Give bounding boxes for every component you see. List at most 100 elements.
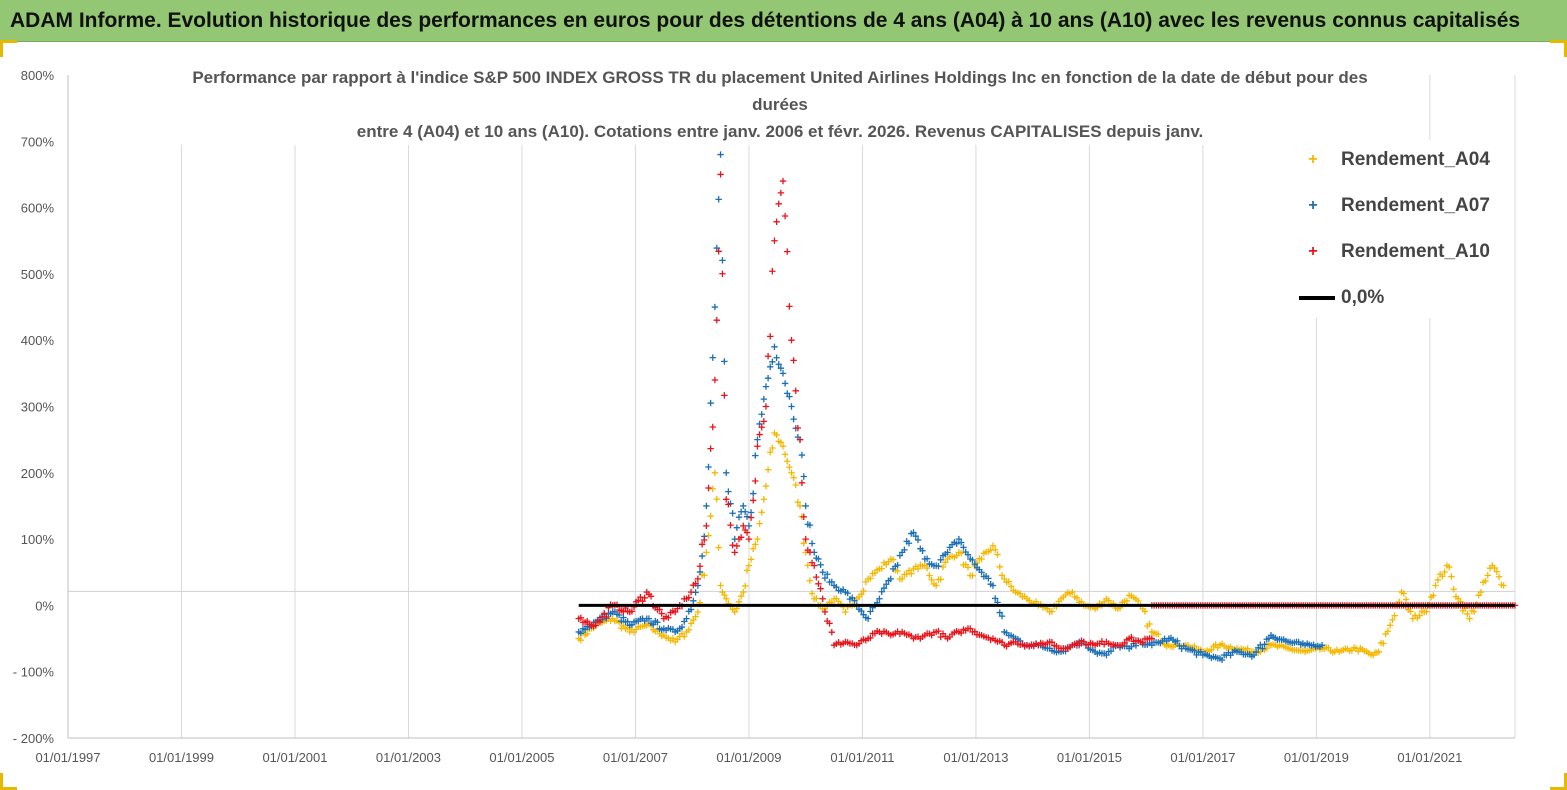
data-point xyxy=(717,171,724,178)
data-point xyxy=(1416,612,1423,619)
data-point xyxy=(577,630,585,637)
data-point xyxy=(779,443,787,450)
data-point xyxy=(792,481,799,489)
data-point xyxy=(767,333,774,340)
data-point xyxy=(723,595,730,602)
data-point xyxy=(641,594,648,602)
data-point xyxy=(709,354,716,361)
data-point xyxy=(719,257,726,264)
data-point xyxy=(790,357,797,364)
data-point xyxy=(935,627,942,635)
data-point xyxy=(786,303,793,310)
data-point xyxy=(813,573,820,581)
data-point xyxy=(737,592,745,600)
data-point xyxy=(914,536,922,544)
data-point xyxy=(721,358,728,365)
data-point xyxy=(1495,573,1503,580)
data-point xyxy=(694,608,702,616)
data-point xyxy=(1007,583,1015,590)
data-point xyxy=(953,552,960,559)
data-point xyxy=(1155,631,1162,638)
data-point xyxy=(721,392,728,399)
data-point xyxy=(894,567,901,575)
data-point xyxy=(928,576,935,584)
data-point xyxy=(743,513,751,520)
data-point xyxy=(955,535,963,543)
data-point xyxy=(1244,645,1251,652)
data-point xyxy=(707,445,714,452)
data-point xyxy=(1409,615,1417,622)
data-point xyxy=(1355,648,1362,655)
data-point xyxy=(992,546,999,553)
data-point xyxy=(773,431,780,439)
data-point xyxy=(889,556,897,563)
data-point xyxy=(905,567,913,574)
data-point xyxy=(756,420,763,428)
data-point xyxy=(964,564,972,571)
x-tick-label: 01/01/2003 xyxy=(376,750,441,765)
data-point xyxy=(1491,564,1498,572)
data-point xyxy=(649,621,657,628)
data-point xyxy=(767,449,774,456)
data-point xyxy=(713,244,720,252)
data-point xyxy=(1380,640,1387,647)
legend-item-a07: + Rendement_A07 xyxy=(1299,194,1490,218)
data-point xyxy=(1384,628,1392,635)
data-point xyxy=(808,540,816,547)
plus-marker-icon: + xyxy=(1308,151,1318,168)
legend-label-a07: Rendement_A07 xyxy=(1341,195,1490,216)
data-point xyxy=(867,608,874,615)
chart-title: Performance par rapport à l'indice S&P 5… xyxy=(150,64,1410,145)
data-point xyxy=(1197,648,1204,656)
data-point xyxy=(806,549,814,556)
y-tick-label: 300% xyxy=(21,400,55,415)
data-point xyxy=(926,572,933,579)
data-point xyxy=(878,565,885,572)
data-point xyxy=(727,521,734,529)
data-point xyxy=(745,535,753,543)
data-point xyxy=(964,551,972,558)
data-point xyxy=(749,490,757,497)
data-point xyxy=(858,607,865,615)
data-point xyxy=(796,436,804,443)
data-point xyxy=(777,189,785,197)
data-point xyxy=(701,572,708,579)
chart-legend: + Rendement_A04 + Rendement_A07 + Rendem… xyxy=(1281,140,1511,318)
data-point xyxy=(745,522,753,530)
data-point xyxy=(860,587,867,595)
data-point xyxy=(779,177,787,185)
data-point xyxy=(808,590,816,597)
data-point xyxy=(1261,641,1268,648)
data-point xyxy=(747,514,755,521)
data-point xyxy=(971,560,978,568)
x-tick-label: 01/01/1997 xyxy=(35,750,100,765)
data-point xyxy=(752,541,759,548)
data-point xyxy=(665,614,672,621)
data-point xyxy=(707,512,714,520)
data-point xyxy=(735,513,743,521)
data-point xyxy=(781,380,789,387)
data-point xyxy=(851,597,858,604)
data-point xyxy=(1259,645,1266,652)
data-point xyxy=(1048,608,1056,615)
data-point xyxy=(1218,656,1226,664)
data-point xyxy=(989,542,997,549)
data-point xyxy=(577,614,585,621)
data-point xyxy=(1482,577,1489,585)
corner-decoration xyxy=(0,773,17,790)
data-point xyxy=(723,496,730,503)
data-point xyxy=(733,524,741,531)
data-point xyxy=(731,608,738,616)
data-point xyxy=(828,628,835,636)
data-point xyxy=(671,608,679,616)
data-point xyxy=(1386,622,1394,629)
data-point xyxy=(798,479,806,487)
data-point xyxy=(721,591,728,599)
data-point xyxy=(723,469,730,476)
data-point xyxy=(703,549,710,556)
data-point xyxy=(694,575,702,583)
report-banner: ADAM Informe. Evolution historique des p… xyxy=(0,0,1567,42)
x-tick-label: 01/01/1999 xyxy=(149,750,214,765)
data-point xyxy=(645,615,653,622)
data-point xyxy=(696,563,704,570)
